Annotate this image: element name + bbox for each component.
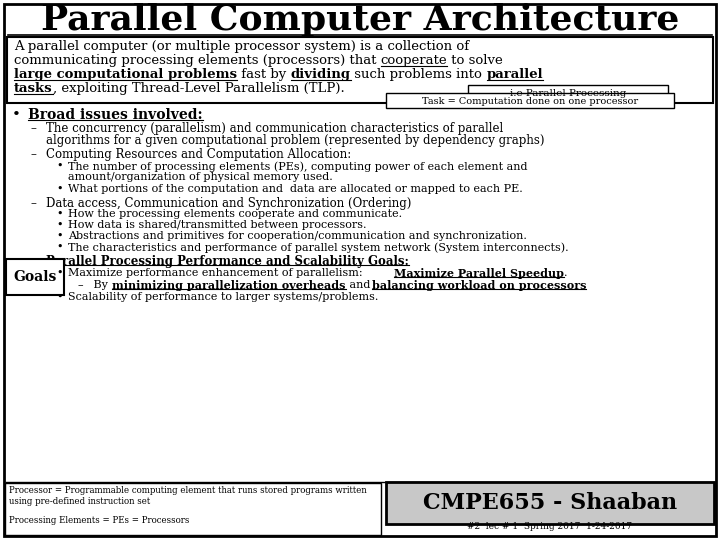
FancyBboxPatch shape — [468, 85, 668, 101]
Text: .: . — [564, 268, 567, 278]
Text: •: • — [12, 108, 21, 122]
Text: Computing Resources and Computation Allocation:: Computing Resources and Computation Allo… — [46, 148, 351, 161]
Text: minimizing parallelization overheads: minimizing parallelization overheads — [112, 280, 346, 291]
Text: –: – — [30, 197, 36, 210]
Text: •: • — [56, 242, 63, 252]
Text: Broad issues involved:: Broad issues involved: — [28, 108, 202, 122]
FancyBboxPatch shape — [386, 93, 674, 108]
Text: fast by: fast by — [237, 68, 290, 81]
FancyBboxPatch shape — [386, 482, 714, 524]
Text: Task = Computation done on one processor: Task = Computation done on one processor — [422, 97, 638, 105]
Text: and: and — [346, 280, 374, 290]
Text: •: • — [56, 209, 63, 219]
Text: How data is shared/transmitted between processors.: How data is shared/transmitted between p… — [68, 220, 366, 230]
Text: •: • — [56, 161, 63, 171]
Text: –: – — [30, 148, 36, 161]
Text: –: – — [30, 122, 36, 135]
Text: Data access, Communication and Synchronization (Ordering): Data access, Communication and Synchroni… — [46, 197, 411, 210]
Text: , exploiting Thread-Level Parallelism (TLP).: , exploiting Thread-Level Parallelism (T… — [53, 82, 344, 95]
Text: The characteristics and performance of parallel system network (System interconn: The characteristics and performance of p… — [68, 242, 569, 253]
Text: Abstractions and primitives for cooperation/communication and synchronization.: Abstractions and primitives for cooperat… — [68, 231, 527, 241]
Text: cooperate: cooperate — [381, 54, 447, 67]
Text: Maximize performance enhancement of parallelism:: Maximize performance enhancement of para… — [68, 268, 369, 278]
Text: dividing: dividing — [290, 68, 351, 81]
Text: CMPE655 - Shaaban: CMPE655 - Shaaban — [423, 492, 677, 514]
Text: •: • — [56, 268, 63, 278]
Text: algorithms for a given computational problem (represented by dependency graphs): algorithms for a given computational pro… — [46, 134, 544, 147]
Text: parallel: parallel — [487, 68, 544, 81]
Text: Parallel Computer Architecture: Parallel Computer Architecture — [41, 3, 679, 37]
Text: –: – — [78, 280, 84, 290]
Text: to solve: to solve — [447, 54, 503, 67]
Text: Parallel Processing Performance and Scalability Goals:: Parallel Processing Performance and Scal… — [46, 255, 409, 268]
Text: tasks: tasks — [14, 82, 53, 95]
Text: –: – — [30, 255, 36, 268]
Text: communicating processing elements (processors) that: communicating processing elements (proce… — [14, 54, 381, 67]
Text: large computational problems: large computational problems — [14, 68, 237, 81]
Text: i.e Parallel Processing: i.e Parallel Processing — [510, 89, 626, 98]
FancyBboxPatch shape — [5, 483, 381, 535]
Text: Goals: Goals — [13, 270, 57, 284]
Text: By: By — [90, 280, 112, 290]
Text: #2  lec # 1  Spring 2017  1-24-2017: #2 lec # 1 Spring 2017 1-24-2017 — [467, 522, 633, 531]
Text: such problems into: such problems into — [351, 68, 487, 81]
Text: balancing workload on processors: balancing workload on processors — [372, 280, 586, 291]
Text: The number of processing elements (PEs), computing power of each element and: The number of processing elements (PEs),… — [68, 161, 528, 172]
Text: Maximize Parallel Speedup: Maximize Parallel Speedup — [394, 268, 564, 279]
Text: •: • — [56, 231, 63, 241]
Text: What portions of the computation and  data are allocated or mapped to each PE.: What portions of the computation and dat… — [68, 184, 523, 194]
Text: The concurrency (parallelism) and communication characteristics of parallel: The concurrency (parallelism) and commun… — [46, 122, 503, 135]
Text: A parallel computer (or multiple processor system) is a collection of: A parallel computer (or multiple process… — [14, 40, 469, 53]
Text: using pre-defined instruction set: using pre-defined instruction set — [9, 497, 150, 506]
Text: amount/organization of physical memory used.: amount/organization of physical memory u… — [68, 172, 333, 182]
Text: Processing Elements = PEs = Processors: Processing Elements = PEs = Processors — [9, 516, 189, 525]
FancyBboxPatch shape — [4, 4, 716, 536]
FancyBboxPatch shape — [7, 37, 713, 103]
Text: •: • — [56, 292, 63, 302]
Text: Scalability of performance to larger systems/problems.: Scalability of performance to larger sys… — [68, 292, 379, 302]
FancyBboxPatch shape — [6, 259, 64, 295]
Text: •: • — [56, 184, 63, 194]
Text: •: • — [56, 220, 63, 230]
Text: How the processing elements cooperate and communicate.: How the processing elements cooperate an… — [68, 209, 402, 219]
Text: Processor = Programmable computing element that runs stored programs written: Processor = Programmable computing eleme… — [9, 486, 366, 495]
